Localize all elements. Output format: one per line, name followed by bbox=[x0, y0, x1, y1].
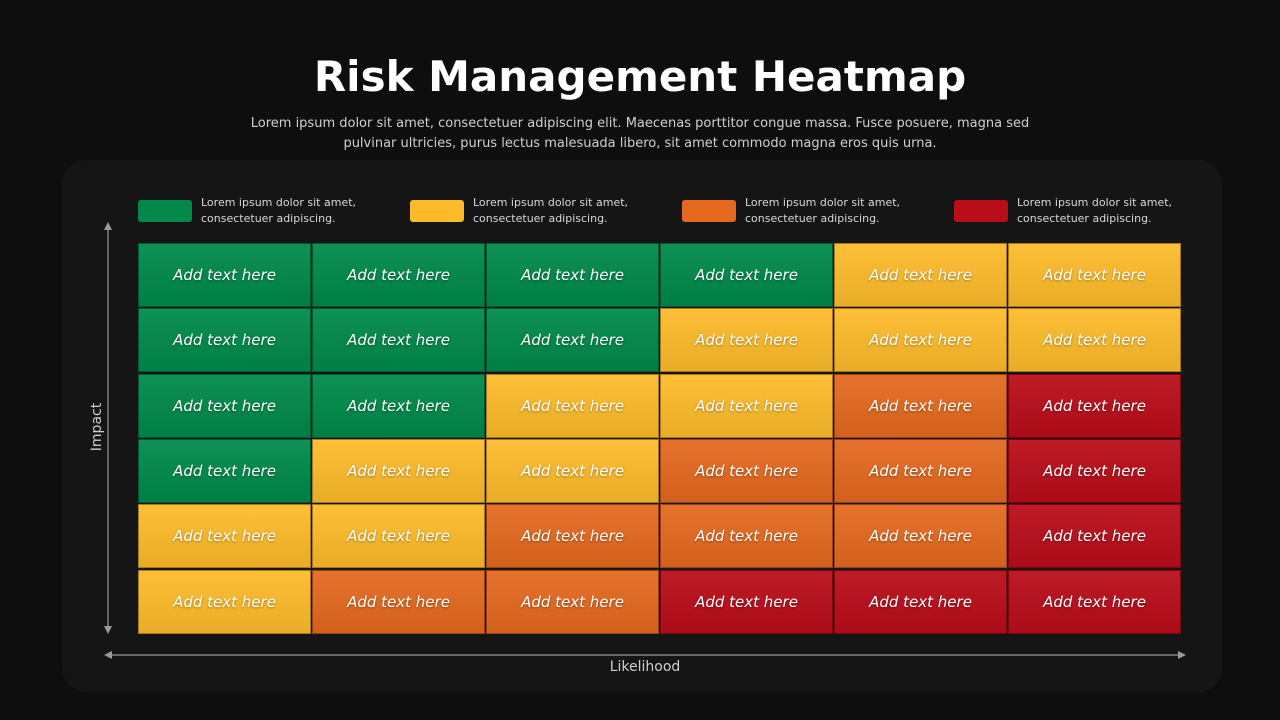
cell-text: Add text here bbox=[869, 592, 972, 611]
cell-text: Add text here bbox=[347, 461, 450, 480]
cell-text: Add text here bbox=[1043, 592, 1146, 611]
heatmap-cell: Add text here bbox=[138, 569, 311, 634]
legend-text: Lorem ipsum dolor sit amet, consectetuer… bbox=[745, 196, 901, 225]
cell-text: Add text here bbox=[521, 396, 624, 415]
cell-text: Add text here bbox=[1043, 461, 1146, 480]
heatmap-cell: Add text here bbox=[1008, 438, 1181, 503]
cell-text: Add text here bbox=[521, 331, 624, 350]
legend-text: Lorem ipsum dolor sit amet, consectetuer… bbox=[473, 196, 629, 225]
cell-text: Add text here bbox=[173, 331, 276, 350]
heatmap-cell: Add text here bbox=[486, 569, 659, 634]
heatmap-cell: Add text here bbox=[660, 438, 833, 503]
cell-text: Add text here bbox=[695, 396, 798, 415]
cell-text: Add text here bbox=[173, 266, 276, 284]
cell-text: Add text here bbox=[347, 266, 450, 284]
cell-text: Add text here bbox=[1043, 396, 1146, 415]
cell-text: Add text here bbox=[869, 461, 972, 480]
subtitle: Lorem ipsum dolor sit amet, consectetuer… bbox=[250, 116, 1030, 151]
cell-text: Add text here bbox=[173, 396, 276, 415]
cell-text: Add text here bbox=[173, 461, 276, 480]
heatmap-cell: Add text here bbox=[834, 373, 1007, 438]
legend-text: Lorem ipsum dolor sit amet, consectetuer… bbox=[1017, 196, 1173, 225]
heatmap-cell: Add text here bbox=[138, 243, 311, 307]
cell-text: Add text here bbox=[869, 331, 972, 350]
heatmap-cell: Add text here bbox=[834, 438, 1007, 503]
heatmap-cell: Add text here bbox=[1008, 569, 1181, 634]
cell-text: Add text here bbox=[521, 592, 624, 611]
heatmap-cell: Add text here bbox=[1008, 243, 1181, 307]
cell-text: Add text here bbox=[173, 592, 276, 611]
cell-text: Add text here bbox=[695, 266, 798, 284]
cell-text: Add text here bbox=[347, 396, 450, 415]
heatmap-cell: Add text here bbox=[486, 308, 659, 373]
cell-text: Add text here bbox=[695, 592, 798, 611]
cell-text: Add text here bbox=[869, 396, 972, 415]
cell-text: Add text here bbox=[869, 527, 972, 546]
cell-text: Add text here bbox=[347, 331, 450, 350]
cell-text: Add text here bbox=[695, 331, 798, 350]
cell-text: Add text here bbox=[347, 592, 450, 611]
heatmap-cell: Add text here bbox=[312, 438, 485, 503]
heatmap-cell: Add text here bbox=[312, 504, 485, 569]
cell-text: Add text here bbox=[869, 266, 972, 284]
heatmap-cell: Add text here bbox=[486, 373, 659, 438]
heatmap-cell: Add text here bbox=[312, 373, 485, 438]
heatmap-cell: Add text here bbox=[138, 373, 311, 438]
heatmap-cell: Add text here bbox=[834, 308, 1007, 373]
heatmap-cell: Add text here bbox=[660, 569, 833, 634]
heatmap-cell: Add text here bbox=[1008, 373, 1181, 438]
y-axis-label: Impact bbox=[89, 402, 105, 452]
cell-text: Add text here bbox=[521, 527, 624, 546]
heatmap-cell: Add text here bbox=[312, 243, 485, 307]
heatmap-cell: Add text here bbox=[660, 373, 833, 438]
heatmap-cell: Add text here bbox=[660, 504, 833, 569]
x-axis-label: Likelihood bbox=[609, 659, 681, 675]
cell-text: Add text here bbox=[1043, 266, 1146, 284]
heatmap-cell: Add text here bbox=[1008, 504, 1181, 569]
cell-text: Add text here bbox=[173, 527, 276, 546]
legend-text: Lorem ipsum dolor sit amet, consectetuer… bbox=[201, 196, 357, 225]
cell-text: Add text here bbox=[695, 527, 798, 546]
heatmap-cell: Add text here bbox=[660, 308, 833, 373]
legend-swatch bbox=[682, 200, 736, 222]
heatmap-cell: Add text here bbox=[834, 504, 1007, 569]
heatmap-cell: Add text here bbox=[312, 308, 485, 373]
heatmap-cell: Add text here bbox=[834, 569, 1007, 634]
heatmap-cell: Add text here bbox=[660, 243, 833, 307]
heatmap-cell: Add text here bbox=[138, 438, 311, 503]
heatmap-cell: Add text here bbox=[1008, 308, 1181, 373]
heatmap-cell: Add text here bbox=[138, 504, 311, 569]
heatmap-cell: Add text here bbox=[138, 308, 311, 373]
cell-text: Add text here bbox=[347, 527, 450, 546]
cell-text: Add text here bbox=[1043, 527, 1146, 546]
heatmap-cell: Add text here bbox=[834, 243, 1007, 307]
legend-swatch bbox=[954, 200, 1008, 222]
legend-swatch bbox=[410, 200, 464, 222]
cell-text: Add text here bbox=[1043, 331, 1146, 350]
title: Risk Management Heatmap bbox=[313, 52, 967, 101]
cell-text: Add text here bbox=[521, 266, 624, 284]
heatmap-cell: Add text here bbox=[486, 438, 659, 503]
cell-text: Add text here bbox=[695, 461, 798, 480]
legend-swatch bbox=[138, 200, 192, 222]
heatmap-cell: Add text here bbox=[486, 504, 659, 569]
heatmap-cell: Add text here bbox=[312, 569, 485, 634]
heatmap-cell: Add text here bbox=[486, 243, 659, 307]
cell-text: Add text here bbox=[521, 461, 624, 480]
